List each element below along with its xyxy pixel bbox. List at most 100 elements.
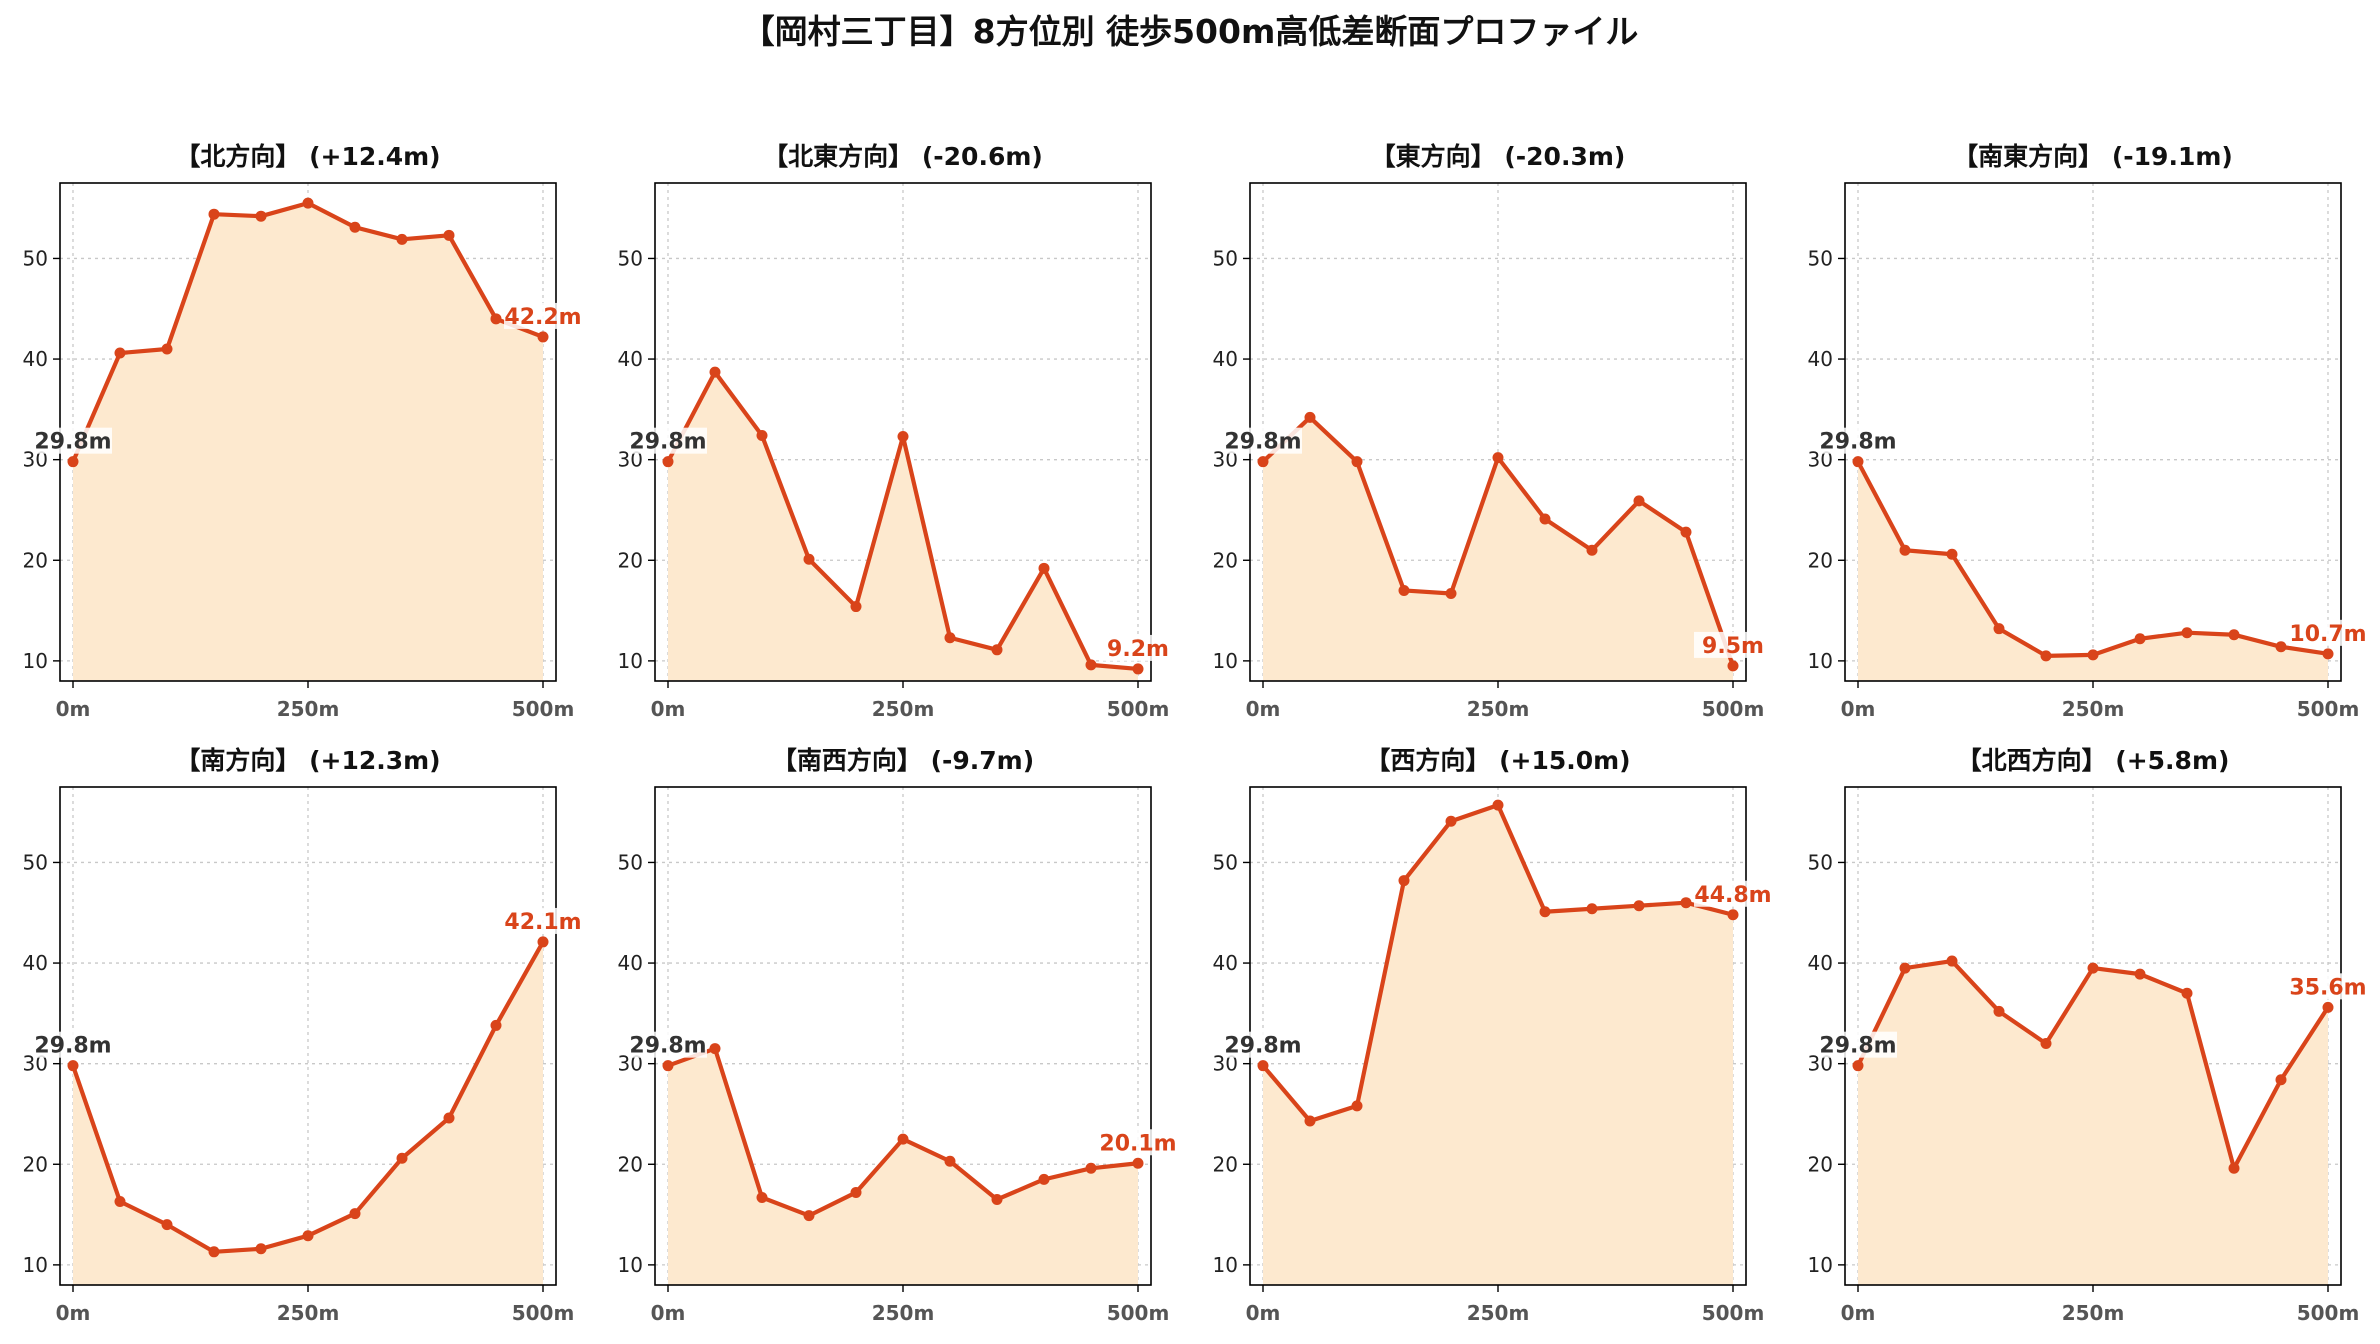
start-label-text: 29.8m bbox=[1224, 1034, 1301, 1059]
elevation-point bbox=[2134, 633, 2146, 645]
elevation-point bbox=[1899, 544, 1911, 556]
elevation-point bbox=[208, 208, 220, 220]
end-label-text: 42.2m bbox=[504, 305, 581, 330]
x-tick-label: 0m bbox=[56, 1301, 91, 1325]
elevation-point bbox=[850, 601, 862, 613]
start-elevation-label: 29.8m bbox=[1819, 427, 1897, 455]
start-elevation-label: 29.8m bbox=[629, 1031, 707, 1059]
elevation-point bbox=[2228, 629, 2240, 641]
y-tick-label: 20 bbox=[1808, 1152, 1833, 1176]
elevation-point bbox=[1445, 587, 1457, 599]
label-background bbox=[1224, 427, 1302, 454]
end-label-text: 9.5m bbox=[1702, 634, 1764, 659]
elevation-area bbox=[1263, 417, 1733, 681]
y-tick-label: 40 bbox=[1808, 951, 1833, 975]
y-tick-label: 40 bbox=[1808, 347, 1833, 371]
start-label-text: 29.8m bbox=[629, 430, 706, 455]
elevation-point bbox=[1852, 1060, 1864, 1072]
y-tick-label: 20 bbox=[1808, 548, 1833, 572]
elevation-point bbox=[662, 1060, 674, 1072]
y-tick-label: 10 bbox=[1808, 649, 1833, 673]
end-elevation-label: 10.7m bbox=[2289, 619, 2367, 647]
y-tick-label: 50 bbox=[23, 246, 48, 270]
y-tick-label: 40 bbox=[23, 951, 48, 975]
subplot-title: 【東方向】 (-20.3m) bbox=[1371, 142, 1626, 171]
x-tick-label: 500m bbox=[1702, 697, 1765, 721]
elevation-point bbox=[67, 1060, 79, 1072]
label-background bbox=[2289, 973, 2367, 1000]
elevation-point bbox=[2322, 648, 2334, 660]
elevation-point bbox=[255, 1243, 267, 1255]
x-tick-label: 250m bbox=[277, 1301, 340, 1325]
start-elevation-label: 29.8m bbox=[1224, 1031, 1302, 1059]
elevation-point bbox=[1633, 495, 1645, 507]
start-elevation-label: 29.8m bbox=[34, 427, 112, 455]
elevation-point bbox=[1351, 1100, 1363, 1112]
elevation-point bbox=[208, 1246, 220, 1258]
x-tick-label: 500m bbox=[2297, 697, 2360, 721]
elevation-point bbox=[1304, 411, 1316, 423]
end-label-text: 20.1m bbox=[1099, 1131, 1176, 1156]
x-tick-label: 250m bbox=[277, 697, 340, 721]
start-label-text: 29.8m bbox=[1819, 430, 1896, 455]
start-label-text: 29.8m bbox=[1224, 430, 1301, 455]
elevation-point bbox=[1085, 1162, 1097, 1174]
y-tick-label: 20 bbox=[1213, 548, 1238, 572]
subplot-title: 【北西方向】 (+5.8m) bbox=[1957, 746, 2230, 775]
y-tick-label: 40 bbox=[23, 347, 48, 371]
elevation-point bbox=[850, 1186, 862, 1198]
elevation-point bbox=[1946, 955, 1958, 967]
y-tick-label: 10 bbox=[1213, 1253, 1238, 1277]
start-elevation-label: 29.8m bbox=[629, 427, 707, 455]
y-tick-label: 20 bbox=[23, 548, 48, 572]
x-tick-label: 250m bbox=[1467, 697, 1530, 721]
elevation-point bbox=[1132, 663, 1144, 675]
x-tick-label: 250m bbox=[872, 1301, 935, 1325]
elevation-point bbox=[803, 1210, 815, 1222]
elevation-point bbox=[944, 632, 956, 644]
elevation-point bbox=[1445, 815, 1457, 827]
y-tick-label: 10 bbox=[23, 1253, 48, 1277]
end-label-text: 10.7m bbox=[2289, 622, 2366, 647]
x-tick-label: 0m bbox=[651, 1301, 686, 1325]
elevation-point bbox=[114, 347, 126, 359]
subplot-7: 【北西方向】 (+5.8m)0m 250m 500m102030405029.8m3… bbox=[1808, 746, 2367, 1325]
elevation-area bbox=[73, 941, 543, 1285]
elevation-point bbox=[443, 229, 455, 241]
elevation-point bbox=[161, 343, 173, 355]
label-background bbox=[629, 1031, 707, 1058]
start-elevation-label: 29.8m bbox=[1224, 427, 1302, 455]
y-tick-label: 40 bbox=[618, 951, 643, 975]
elevation-point bbox=[1727, 660, 1739, 672]
elevation-point bbox=[490, 1019, 502, 1031]
x-tick-label: 250m bbox=[872, 697, 935, 721]
x-tick-label: 500m bbox=[1702, 1301, 1765, 1325]
elevation-point bbox=[1398, 875, 1410, 887]
elevation-point bbox=[2087, 649, 2099, 661]
subplot-title: 【南方向】 (+12.3m) bbox=[175, 746, 440, 775]
elevation-point bbox=[2275, 641, 2287, 653]
elevation-point bbox=[67, 456, 79, 468]
y-tick-label: 50 bbox=[23, 850, 48, 874]
elevation-area bbox=[668, 1048, 1138, 1285]
elevation-point bbox=[2322, 1001, 2334, 1013]
subplot-2: 【東方向】 (-20.3m)0m 250m 500m102030405029.8m9… bbox=[1213, 142, 1772, 721]
x-tick-label: 0m bbox=[1246, 697, 1281, 721]
elevation-point bbox=[537, 331, 549, 343]
elevation-point bbox=[803, 553, 815, 565]
elevation-point bbox=[114, 1195, 126, 1207]
label-background bbox=[1819, 427, 1897, 454]
start-label-text: 29.8m bbox=[34, 1034, 111, 1059]
elevation-point bbox=[1132, 1157, 1144, 1169]
subplot-3: 【南東方向】 (-19.1m)0m 250m 500m102030405029.8m… bbox=[1808, 142, 2367, 721]
y-tick-label: 40 bbox=[1213, 347, 1238, 371]
elevation-point bbox=[1351, 456, 1363, 468]
start-elevation-label: 29.8m bbox=[1819, 1031, 1897, 1059]
x-tick-label: 500m bbox=[1107, 697, 1170, 721]
subplot-0: 【北方向】 (+12.4m)0m 250m 500m102030405029.8m4… bbox=[23, 142, 582, 721]
label-background bbox=[1099, 634, 1177, 661]
y-tick-label: 40 bbox=[1213, 951, 1238, 975]
end-label-text: 42.1m bbox=[504, 910, 581, 935]
elevation-point bbox=[255, 210, 267, 222]
elevation-point bbox=[2040, 1038, 2052, 1050]
